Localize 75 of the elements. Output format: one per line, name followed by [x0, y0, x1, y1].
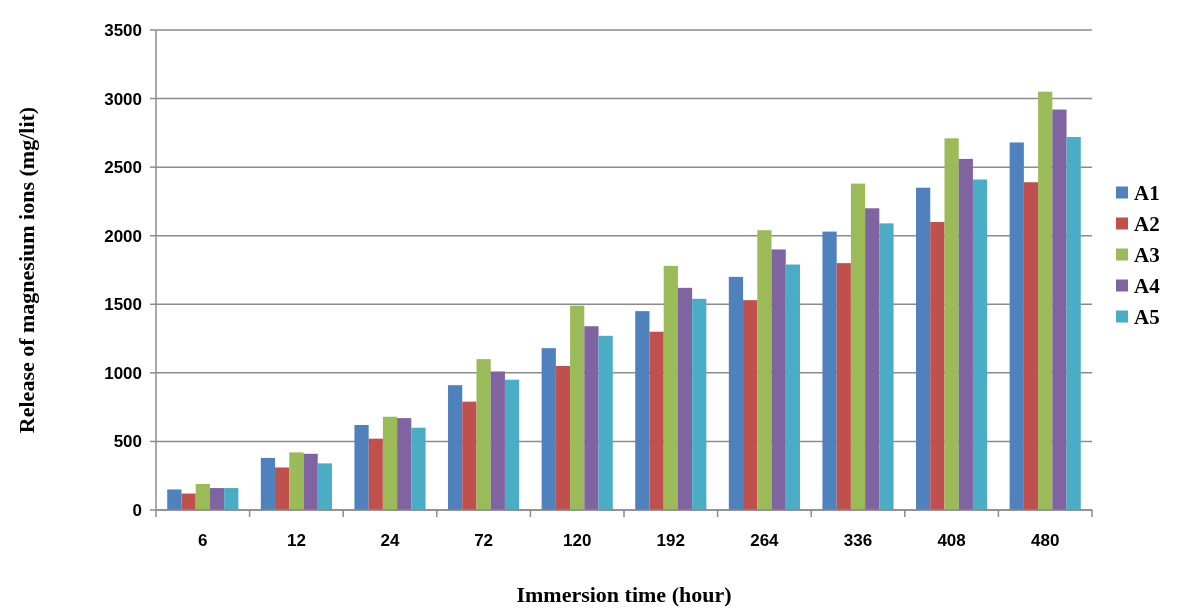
bar: [1052, 109, 1067, 510]
bar: [289, 452, 304, 510]
bar: [303, 453, 318, 510]
legend-label: A2: [1134, 211, 1160, 236]
y-tick-label: 1500: [104, 295, 142, 315]
bar: [663, 265, 678, 510]
bar: [916, 187, 931, 510]
bar: [368, 438, 383, 510]
bar: [397, 418, 412, 510]
x-tick-label: 408: [937, 531, 966, 550]
bar: [1038, 91, 1053, 510]
bar: [1066, 136, 1081, 510]
bar: [728, 276, 744, 510]
bar: [462, 401, 477, 510]
y-tick-label: 3500: [104, 20, 142, 40]
legend-label: A3: [1134, 242, 1160, 267]
bar: [260, 457, 276, 510]
bar: [598, 335, 613, 510]
bar: [822, 231, 837, 510]
bar: [757, 230, 772, 510]
bar: [317, 463, 332, 510]
bar: [677, 287, 693, 510]
bar: [504, 379, 520, 510]
bar: [743, 300, 758, 510]
x-tick-label: 72: [474, 531, 494, 550]
bar: [865, 208, 880, 510]
x-tick-label: 12: [286, 531, 306, 550]
legend-label: A4: [1134, 273, 1161, 298]
bar: [275, 467, 290, 510]
bar: [411, 427, 426, 510]
bar: [181, 493, 196, 510]
bar: [354, 424, 369, 510]
bar: [958, 158, 973, 510]
bar: [850, 183, 866, 510]
bar: [692, 298, 707, 510]
bar: [490, 371, 505, 510]
bar: [930, 222, 945, 510]
x-tick-label: 480: [1031, 531, 1060, 550]
legend-label: A5: [1134, 304, 1160, 329]
bar: [972, 179, 988, 510]
bar: [224, 488, 239, 510]
bar: [382, 416, 398, 510]
bar: [448, 385, 463, 510]
bar: [570, 305, 585, 510]
bar: [1023, 182, 1039, 510]
x-tick-label: 6: [198, 531, 208, 550]
x-tick-label: 24: [380, 531, 400, 550]
x-tick-label: 120: [563, 531, 592, 550]
bar: [584, 326, 599, 510]
y-tick-label: 0: [132, 500, 142, 520]
bar: [635, 311, 650, 510]
y-tick-label: 1000: [104, 363, 142, 383]
y-tick-label: 2000: [104, 226, 142, 246]
x-tick-label: 192: [656, 531, 685, 550]
bar: [649, 331, 664, 510]
bar: [209, 488, 225, 510]
x-tick-label: 264: [750, 531, 780, 550]
y-tick-label: 3000: [104, 89, 142, 109]
y-tick-label: 500: [113, 432, 142, 452]
y-tick-label: 2500: [104, 158, 142, 178]
bar: [785, 264, 800, 510]
x-tick-label: 336: [843, 531, 873, 550]
bar: [1009, 142, 1024, 510]
bar: [771, 249, 786, 510]
legend-label: A1: [1134, 180, 1160, 205]
bar: [541, 348, 556, 510]
bar: [836, 263, 851, 510]
bar: [167, 489, 182, 510]
bar: [944, 138, 959, 510]
x-axis-title: Immersion time (hour): [516, 582, 732, 607]
bar: [195, 483, 210, 510]
y-axis-title: Release of magnesium ions (mg/lit): [14, 106, 39, 434]
bar: [555, 366, 571, 510]
bar: [476, 359, 491, 510]
bar: [879, 223, 894, 510]
